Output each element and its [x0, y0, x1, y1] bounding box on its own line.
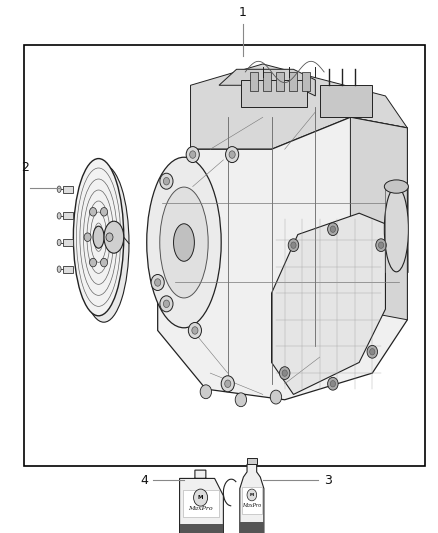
- Circle shape: [190, 151, 196, 158]
- Bar: [263, 72, 271, 91]
- Ellipse shape: [173, 224, 194, 261]
- Circle shape: [288, 239, 299, 252]
- Ellipse shape: [147, 157, 221, 328]
- Circle shape: [100, 207, 108, 216]
- Ellipse shape: [160, 187, 208, 298]
- Circle shape: [160, 173, 173, 189]
- Circle shape: [330, 226, 336, 232]
- Circle shape: [155, 279, 161, 286]
- Text: 4: 4: [140, 474, 148, 487]
- Text: M: M: [198, 495, 203, 500]
- Ellipse shape: [153, 163, 228, 333]
- Circle shape: [247, 489, 257, 501]
- Ellipse shape: [79, 165, 129, 322]
- Circle shape: [367, 345, 378, 358]
- Circle shape: [194, 489, 208, 506]
- Bar: [63, 185, 73, 192]
- Circle shape: [225, 380, 231, 387]
- Ellipse shape: [57, 213, 61, 219]
- Text: 2: 2: [21, 161, 29, 174]
- Bar: [241, 80, 307, 107]
- Circle shape: [376, 239, 386, 252]
- Bar: [183, 490, 219, 517]
- Text: MaxPro: MaxPro: [188, 506, 213, 511]
- Polygon shape: [191, 64, 407, 149]
- Bar: [63, 266, 73, 273]
- Circle shape: [229, 151, 235, 158]
- Circle shape: [100, 259, 108, 267]
- Bar: [276, 72, 284, 91]
- Circle shape: [370, 349, 375, 355]
- Bar: [302, 72, 310, 91]
- Circle shape: [270, 390, 282, 404]
- Ellipse shape: [384, 180, 408, 193]
- Bar: [63, 212, 73, 220]
- Bar: [250, 72, 258, 91]
- Ellipse shape: [57, 266, 61, 272]
- Bar: [180, 524, 223, 533]
- Text: M: M: [250, 493, 254, 497]
- Circle shape: [192, 327, 198, 334]
- Bar: [289, 72, 297, 91]
- Circle shape: [226, 147, 239, 163]
- Circle shape: [163, 177, 170, 185]
- Bar: [63, 239, 73, 246]
- Ellipse shape: [384, 187, 408, 272]
- Bar: [247, 458, 257, 464]
- Circle shape: [328, 223, 338, 236]
- Circle shape: [282, 370, 287, 376]
- Circle shape: [200, 385, 212, 399]
- Polygon shape: [219, 69, 315, 96]
- Bar: [320, 85, 372, 117]
- Circle shape: [235, 393, 247, 407]
- Bar: [242, 487, 262, 514]
- Circle shape: [378, 242, 384, 248]
- Polygon shape: [350, 117, 407, 320]
- Ellipse shape: [93, 226, 104, 248]
- Ellipse shape: [57, 186, 61, 192]
- Circle shape: [160, 296, 173, 312]
- Ellipse shape: [57, 239, 61, 246]
- Circle shape: [151, 274, 164, 290]
- Polygon shape: [158, 117, 407, 400]
- Circle shape: [186, 147, 199, 163]
- Circle shape: [89, 259, 96, 267]
- Circle shape: [279, 367, 290, 379]
- Circle shape: [163, 300, 170, 308]
- Circle shape: [84, 233, 91, 241]
- Polygon shape: [240, 464, 264, 533]
- Text: MaxPro: MaxPro: [242, 503, 261, 508]
- Circle shape: [106, 233, 113, 241]
- Text: 3: 3: [324, 474, 332, 487]
- Circle shape: [221, 376, 234, 392]
- Polygon shape: [180, 470, 223, 533]
- Circle shape: [330, 381, 336, 387]
- Bar: [24, 45, 425, 466]
- Text: 1: 1: [239, 6, 247, 19]
- Bar: [240, 522, 264, 533]
- Ellipse shape: [104, 221, 124, 253]
- Circle shape: [328, 377, 338, 390]
- Polygon shape: [272, 213, 385, 394]
- Circle shape: [188, 322, 201, 338]
- Ellipse shape: [73, 159, 124, 316]
- Circle shape: [291, 242, 296, 248]
- Circle shape: [89, 207, 96, 216]
